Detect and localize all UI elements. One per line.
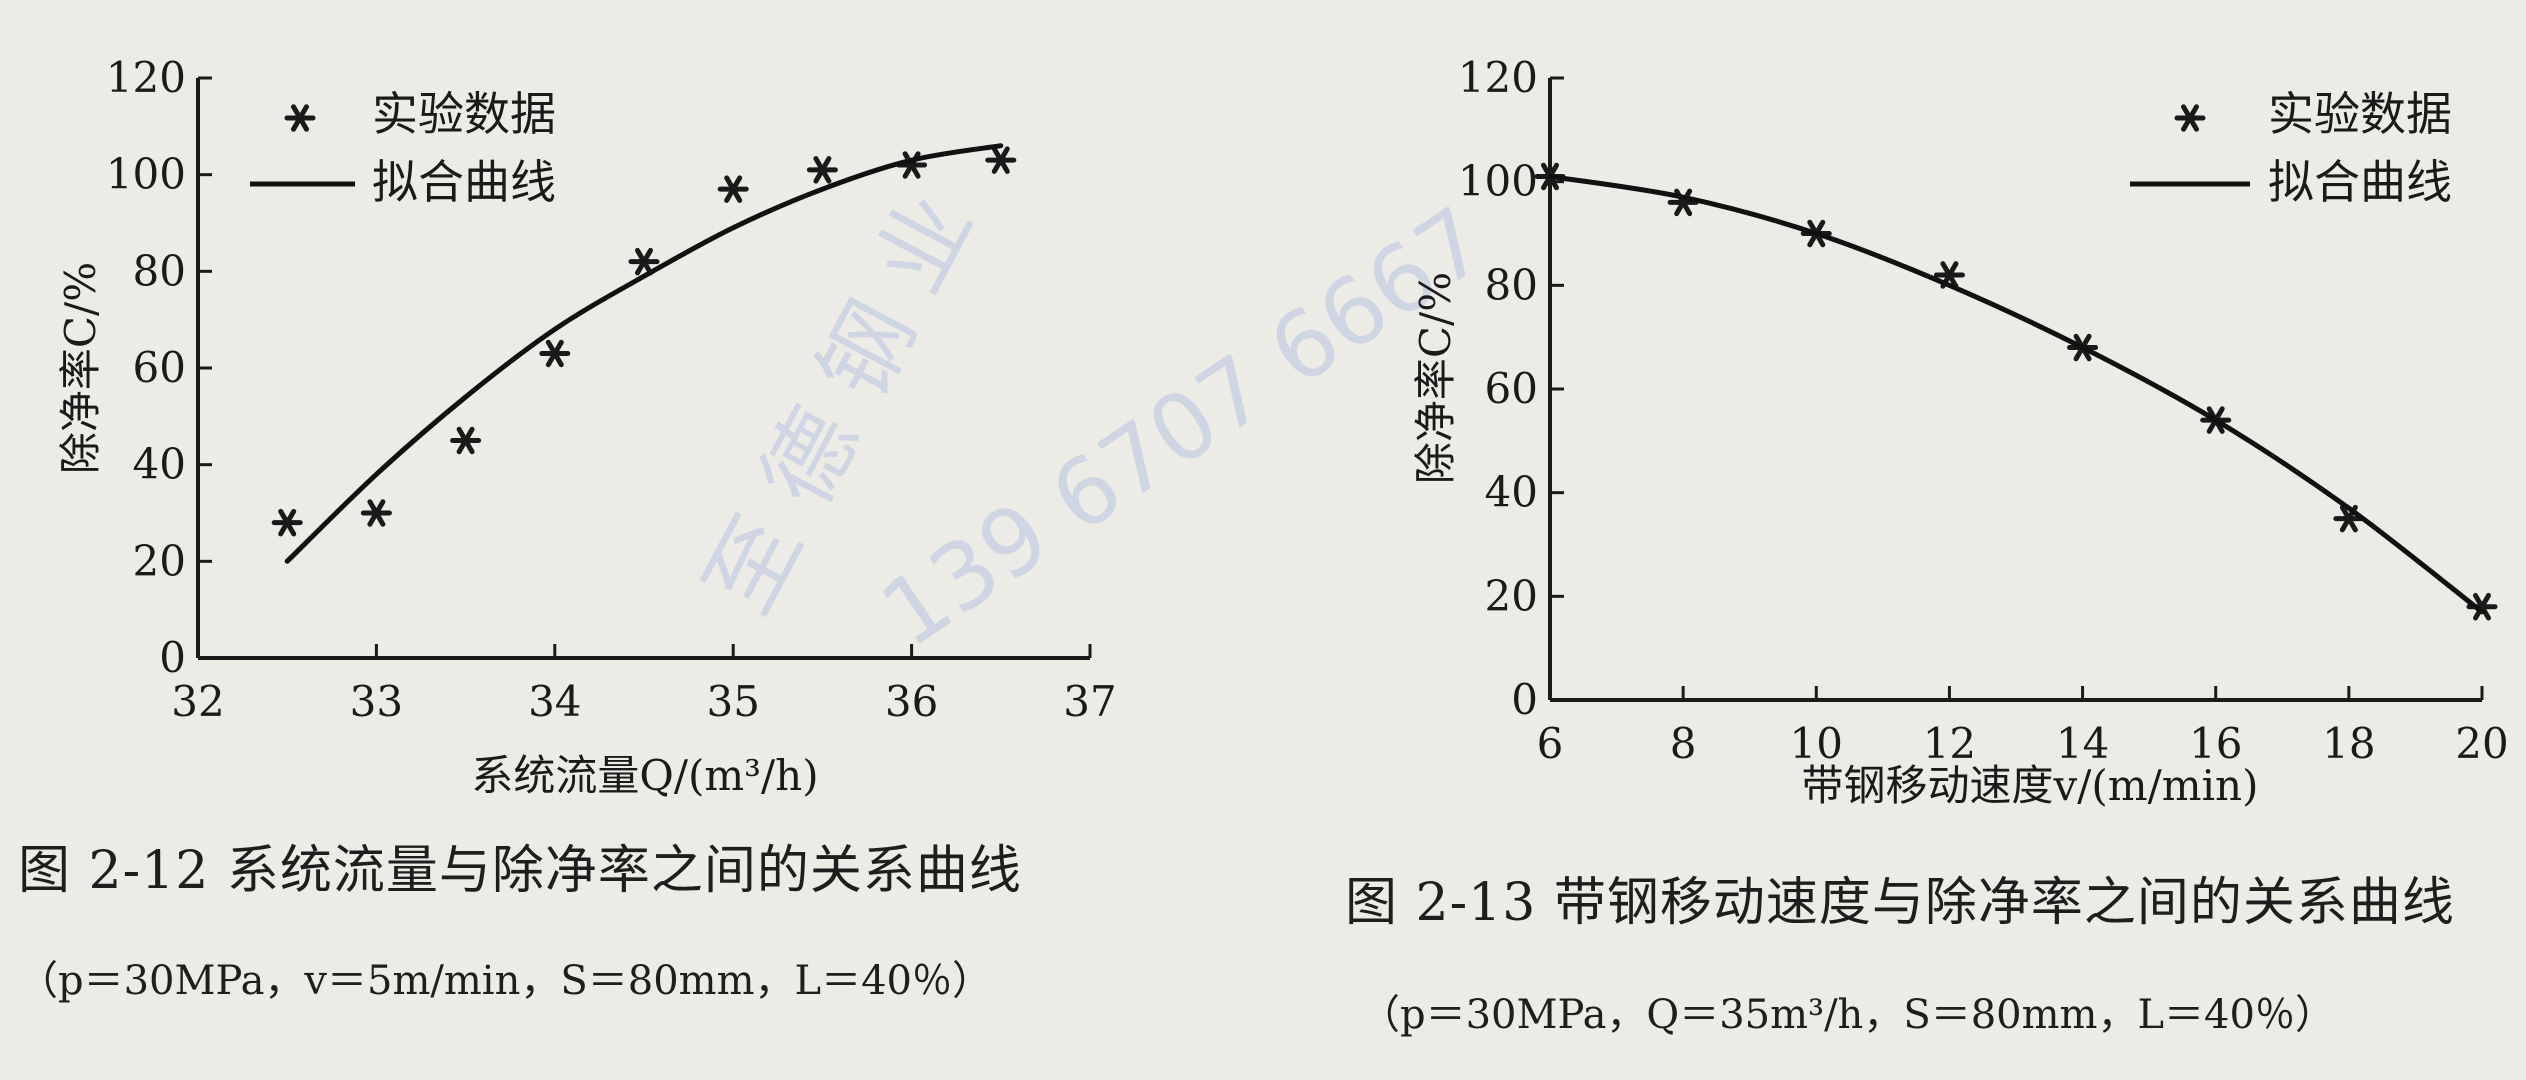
y-tick-label: 0 [1511,675,1538,724]
x-tick-label: 35 [706,677,759,726]
y-tick-label: 120 [106,53,186,102]
data-point [360,499,392,527]
y-tick-label: 60 [1485,364,1538,413]
y-tick-label: 60 [133,343,186,392]
caption-left-params: （p＝30MPa，v＝5m/min，S＝80mm，L＝40％） [18,958,992,1004]
x-tick-label: 16 [2189,719,2242,768]
y-tick-label: 80 [133,246,186,295]
legend-marker-label: 实验数据 [2268,87,2452,141]
legend-line-label: 拟合曲线 [2268,155,2452,209]
legend-marker-symbol [284,104,316,132]
x-tick-label: 10 [1790,719,1843,768]
y-tick-label: 40 [1485,468,1538,517]
x-tick-label: 6 [1537,719,1564,768]
data-point [628,247,660,276]
data-point [450,426,482,455]
x-axis-label: 带钢移动速度v/(m/min) [1802,761,2259,810]
legend-marker-symbol [2174,104,2206,132]
fit-curve [284,143,1004,564]
chart-right: 0 20 40 60 80 100 120 6 8 10 12 14 16 18 20 带钢移动速度v/(m/… [1411,53,2509,810]
y-tick-label: 20 [1485,571,1538,620]
y-axis-label: 除净率C/% [1411,272,1460,484]
y-tick-label: 100 [106,150,186,199]
x-axis-label: 系统流量Q/(m³/h) [471,751,818,800]
legend-line-label: 拟合曲线 [372,155,556,209]
watermark: 至 德 钢 业 139 6707 6667 [685,178,1505,669]
x-tick-label: 37 [1063,677,1116,726]
data-point [985,146,1017,174]
y-tick-label: 120 [1458,53,1538,102]
x-tick-label: 18 [2322,719,2375,768]
x-tick-label: 12 [1923,719,1976,768]
y-axis-label: 除净率C/% [56,262,105,474]
x-tick-label: 20 [2455,719,2508,768]
x-tick-label: 32 [171,677,224,726]
y-tick-label: 80 [1485,260,1538,309]
x-tick-label: 14 [2056,719,2109,768]
x-tick-label: 8 [1670,719,1697,768]
y-tick-label: 40 [133,440,186,489]
data-point [717,175,749,203]
x-tick-label: 36 [885,677,938,726]
legend-marker-label: 实验数据 [372,87,556,141]
fit-curve [1547,174,2485,615]
chart-left: 0 20 40 60 80 100 120 32 33 34 35 36 37 系统流量Q/(m³/h) 除… [56,53,1117,800]
data-point [539,339,571,368]
y-tick-label: 100 [1458,157,1538,206]
data-point [271,508,303,537]
x-tick-label: 33 [350,677,403,726]
y-tick-label: 20 [133,536,186,585]
y-tick-label: 0 [159,633,186,682]
caption-right: 图 2-13 带钢移动速度与除净率之间的关系曲线 [1345,873,2455,933]
caption-right-params: （p＝30MPa，Q＝35m³/h，S＝80mm，L＝40％） [1360,992,2335,1038]
x-tick-label: 34 [528,677,581,726]
caption-left: 图 2-12 系统流量与除净率之间的关系曲线 [18,841,1022,901]
data-point [806,156,838,184]
